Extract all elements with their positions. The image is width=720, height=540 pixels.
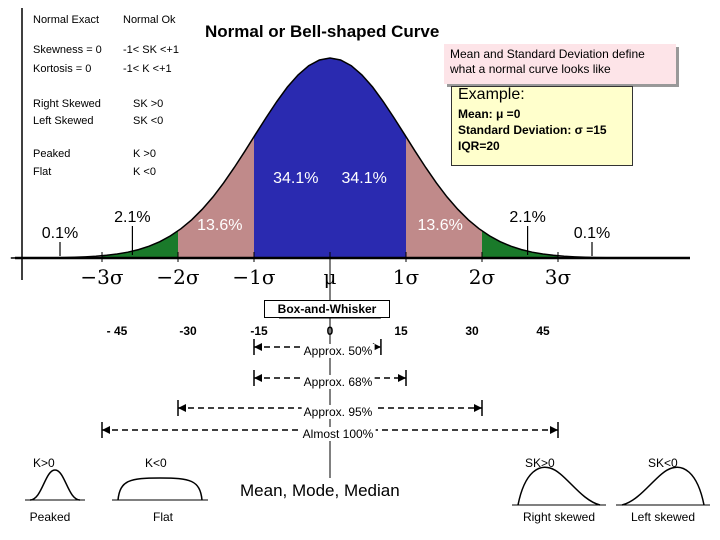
table-cell: Peaked <box>33 148 71 160</box>
value-tick-label: 15 <box>394 324 408 338</box>
curve-region-0 <box>102 230 178 258</box>
example-box: Example: Mean: μ =0 Standard Deviation: … <box>451 86 633 166</box>
chart-title: Normal or Bell-shaped Curve <box>205 22 440 41</box>
curve-region-3 <box>330 58 406 258</box>
range-arrow <box>372 343 381 351</box>
flat-label: Flat <box>152 510 174 524</box>
range-label: Approx. 68% <box>301 375 375 389</box>
value-tick-label: -15 <box>250 324 268 338</box>
example-iqr: IQR=20 <box>458 139 500 153</box>
table-cell: K <0 <box>133 166 156 178</box>
curve-region-2 <box>254 58 330 258</box>
curve-region-5 <box>482 230 558 258</box>
peaked-k-label: K>0 <box>33 456 55 470</box>
mean-mode-median-label: Mean, Mode, Median <box>240 481 400 500</box>
table-cell: Right Skewed <box>33 98 101 110</box>
region-pct-label: 13.6% <box>418 217 463 234</box>
table-cell: -1< SK <+1 <box>123 44 179 56</box>
region-pct-label: 2.1% <box>114 209 150 226</box>
table-cell: Skewness = 0 <box>33 44 102 56</box>
value-tick-label: - 45 <box>106 324 128 338</box>
peaked-label: Peaked <box>29 510 71 524</box>
table-cell: Flat <box>33 166 52 178</box>
range-label: Approx. 50% <box>301 344 375 358</box>
sigma-tick-label: −2σ <box>156 265 199 289</box>
flat-k-label: K<0 <box>145 456 167 470</box>
example-sd: Standard Deviation: σ =15 <box>458 123 607 137</box>
right-skewed-shape-icon <box>512 466 606 506</box>
table-header-exact: Normal Exact <box>33 14 100 26</box>
peaked-shape-icon <box>25 469 85 501</box>
region-pct-label: 13.6% <box>197 217 242 234</box>
tail-pct-label: 0.1% <box>574 225 610 242</box>
range-label: Approx. 95% <box>301 405 375 419</box>
table-cell: SK >0 <box>133 98 164 110</box>
range-arrow <box>254 343 262 351</box>
left-skewed-shape-icon <box>616 466 710 506</box>
value-tick-label: 0 <box>326 324 334 338</box>
left-skew-sk-label: SK<0 <box>648 456 678 470</box>
region-pct-label: 34.1% <box>273 170 318 187</box>
range-arrow <box>398 374 406 382</box>
tail-pct-label: 0.1% <box>42 225 78 242</box>
range-arrow <box>102 426 110 434</box>
right-skewed-label: Right skewed <box>522 510 596 524</box>
region-pct-label: 34.1% <box>342 170 387 187</box>
box-whisker-label: Box-and-Whisker <box>264 300 390 318</box>
table-cell: Kortosis = 0 <box>33 63 92 75</box>
table-cell: SK <0 <box>133 115 164 127</box>
sigma-tick-label: −1σ <box>232 265 275 289</box>
example-title: Example: <box>458 86 525 103</box>
table-header-ok: Normal Ok <box>123 14 176 26</box>
range-arrow <box>254 374 262 382</box>
sigma-tick-label: 1σ <box>393 265 420 289</box>
table-cell: K >0 <box>133 148 156 160</box>
value-tick-label: 45 <box>536 324 550 338</box>
table-cell: Left Skewed <box>33 115 94 127</box>
region-pct-label: 2.1% <box>509 209 545 226</box>
range-arrow <box>178 404 186 412</box>
value-tick-label: -30 <box>179 324 197 338</box>
value-tick-label: 30 <box>465 324 479 338</box>
mean-sd-note-text: Mean and Standard Deviation define what a… <box>450 47 645 76</box>
table-cell: -1< K <+1 <box>123 63 172 75</box>
right-skew-sk-label: SK>0 <box>525 456 555 470</box>
flat-shape-icon <box>112 477 208 501</box>
range-label: Almost 100% <box>300 427 376 441</box>
sigma-tick-label: 3σ <box>545 265 572 289</box>
example-mean: Mean: μ =0 <box>458 107 521 121</box>
range-arrow <box>474 404 482 412</box>
sigma-tick-label: 2σ <box>469 265 496 289</box>
range-arrow <box>550 426 558 434</box>
mean-sd-note: Mean and Standard Deviation define what a… <box>444 44 676 84</box>
sigma-tick-label: −3σ <box>80 265 123 289</box>
left-skewed-label: Left skewed <box>630 510 696 524</box>
bell-curve-outline <box>10 57 650 259</box>
